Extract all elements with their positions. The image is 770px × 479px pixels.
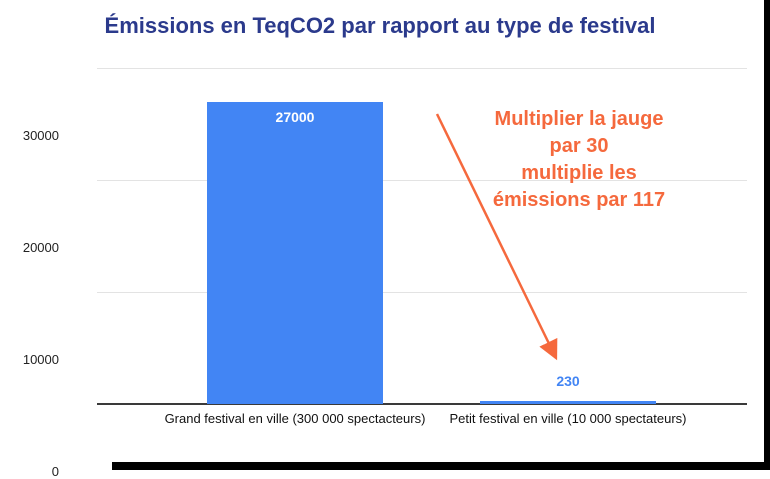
bar-value-grand-festival: 27000 [275,109,315,125]
x-label-grand-festival: Grand festival en ville (300 000 spectac… [164,411,426,426]
y-tick-10000: 10000 [22,352,59,367]
bar-petit-festival [480,401,656,404]
y-tick-0: 0 [51,464,59,479]
bar-grand-festival: 27000 [207,102,383,404]
annotation-line-1: Multiplier la jauge [494,108,664,130]
screen-edge-right [764,0,770,470]
screen-edge-bottom [112,462,770,470]
annotation-line-3: multiplie les [521,162,637,184]
annotation-line-2: par 30 [549,135,609,157]
gridline-20000 [97,180,747,181]
y-tick-20000: 20000 [22,240,59,255]
gridline-10000 [97,292,747,293]
plot-area: 30000 20000 10000 0 27000 230 [23,68,747,479]
y-tick-30000: 30000 [22,128,59,143]
annotation-line-4: émissions par 117 [492,189,666,211]
x-axis-line [97,403,747,405]
chart-title: Émissions en TeqCO2 par rapport au type … [104,13,656,38]
gridline-30000 [97,68,747,69]
annotation-text: Multiplier la jauge par 30 multiplie les… [445,106,713,214]
bar-value-petit-festival: 230 [556,373,580,389]
x-label-petit-festival: Petit festival en ville (10 000 spectate… [449,411,687,426]
